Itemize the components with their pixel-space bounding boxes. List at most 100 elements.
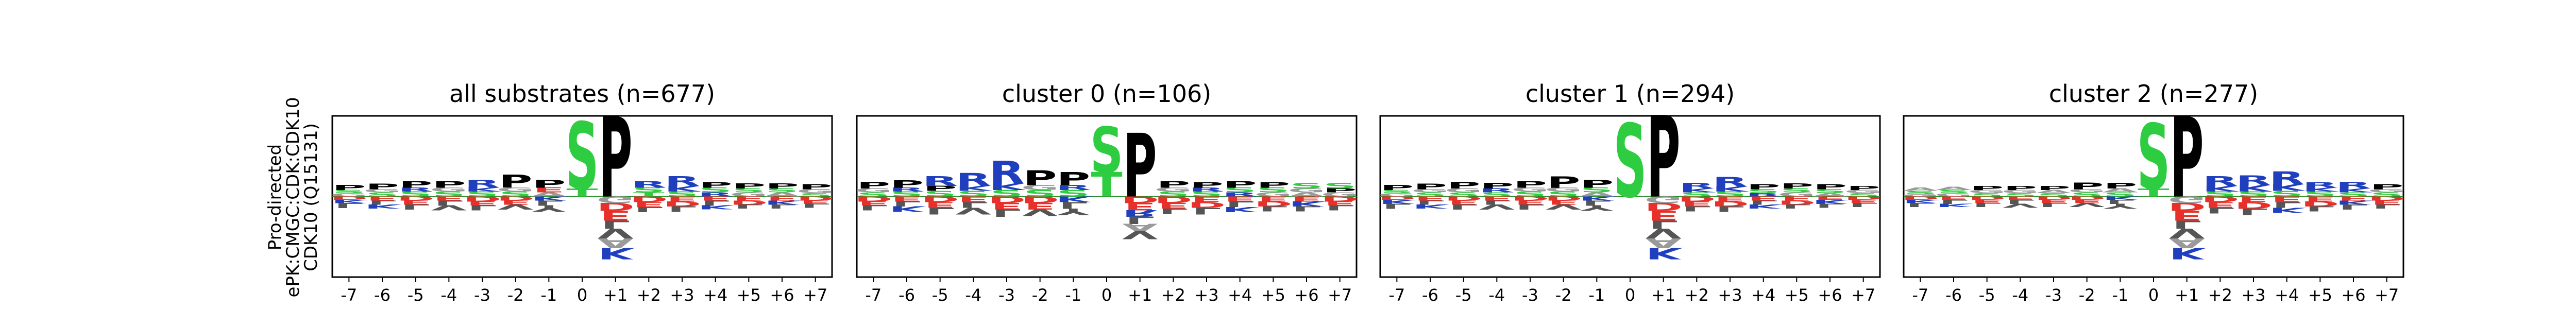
letter-G: G	[597, 194, 635, 204]
letter-L: L	[925, 205, 955, 216]
letter-S: S	[466, 191, 499, 198]
letter-L: L	[1906, 201, 1935, 208]
x-tick-label: -2	[1032, 285, 1048, 305]
letter-P: P	[1480, 181, 1514, 191]
letter-L: L	[1782, 203, 1811, 210]
letter-S: S	[2303, 191, 2337, 198]
letter-R: R	[2235, 173, 2271, 188]
letter-K: K	[1056, 195, 1093, 204]
letter-K: K	[1903, 199, 1940, 204]
letter-P: P	[1813, 183, 1847, 191]
letter-L: L	[1159, 207, 1188, 216]
letter-S: S	[1614, 103, 1647, 220]
letter-V: V	[1546, 203, 1582, 211]
letter-L: L	[1259, 204, 1288, 212]
letter-A: A	[2169, 235, 2205, 251]
letter-D: D	[2035, 195, 2073, 200]
letter-P: P	[2003, 185, 2037, 192]
letter-E: E	[2205, 200, 2236, 210]
x-tick-label: -2	[2079, 285, 2095, 305]
letter-S: S	[666, 191, 699, 198]
letter-E: E	[858, 200, 889, 207]
letter-S: S	[1223, 186, 1257, 194]
letter-G: G	[1968, 189, 2006, 194]
x-tick-label: -4	[965, 285, 981, 305]
x-tick-label: +4	[1751, 285, 1775, 305]
letter-E: E	[1024, 201, 1056, 211]
letter-L: L	[2106, 198, 2135, 205]
letter-L: L	[1582, 199, 1612, 207]
letter-D: D	[1154, 194, 1192, 204]
letter-D: D	[1901, 195, 1939, 200]
letter-D: D	[630, 195, 668, 204]
letter-R: R	[1712, 175, 1748, 190]
letter-S: S	[1514, 191, 1547, 198]
letter-P: P	[2070, 181, 2104, 192]
letter-K: K	[2169, 244, 2206, 262]
x-tick-label: -5	[1979, 285, 1995, 305]
letter-G: G	[1021, 184, 1059, 192]
letter-R: R	[1745, 193, 1781, 198]
letter-R: R	[1222, 192, 1258, 198]
letter-D: D	[1121, 194, 1159, 204]
letter-G: G	[497, 186, 535, 193]
x-tick-label: -5	[932, 285, 948, 305]
letter-L: L	[1192, 205, 1221, 216]
letter-L: L	[2206, 206, 2235, 215]
logo-panel-2: cluster 1 (n=294) -7 -6 -5 -4 -3 -2 -1 0 +1 +2 +3 +4…	[1378, 80, 1883, 305]
letter-K: K	[698, 204, 735, 211]
letter-L: L	[859, 203, 888, 211]
letter-S: S	[990, 188, 1024, 199]
letter-P: P	[1513, 179, 1547, 190]
letter-K: K	[956, 185, 993, 193]
x-tick-label: +5	[1785, 285, 1809, 305]
letter-R: R	[398, 186, 433, 193]
letter-P: P	[599, 94, 633, 222]
letter-D: D	[463, 195, 501, 202]
letter-L: L	[801, 202, 830, 209]
x-tick-label: +5	[1261, 285, 1285, 305]
letter-L: L	[2306, 204, 2335, 212]
letter-L: L	[367, 199, 397, 206]
letter-K: K	[2302, 186, 2340, 193]
letter-R: R	[956, 169, 991, 190]
row-label-line-1: Pro-directed	[265, 144, 285, 251]
letter-E: E	[600, 208, 631, 223]
letter-E: E	[1191, 195, 1222, 204]
letter-K: K	[1712, 185, 1750, 193]
letter-P: P	[923, 185, 957, 193]
letter-D: D	[330, 195, 368, 200]
letter-R: R	[1189, 186, 1224, 193]
x-tick-label: +3	[1194, 285, 1218, 305]
letter-R: R	[1122, 208, 1158, 218]
letter-S: S	[2337, 192, 2370, 198]
letter-S: S	[1023, 188, 1057, 199]
letter-E: E	[800, 199, 831, 204]
letter-Y: Y	[531, 203, 566, 213]
letter-E: E	[1514, 199, 1546, 206]
letter-L: L	[2239, 207, 2268, 217]
panel-title: cluster 1 (n=294)	[1526, 80, 1735, 108]
x-tick-label: -5	[1455, 285, 1472, 305]
letter-E: E	[1324, 200, 1355, 207]
letter-E: E	[2304, 195, 2336, 202]
letter-D: D	[1711, 200, 1749, 208]
letter-R: R	[889, 186, 924, 193]
letter-E: E	[1548, 199, 1579, 206]
letter-P: P	[332, 184, 366, 192]
x-tick-label: +1	[603, 285, 628, 305]
letter-L: L	[434, 199, 464, 207]
letter-A: A	[2036, 189, 2071, 194]
x-tick-label: +2	[1685, 285, 1709, 305]
letter-P: P	[2037, 185, 2071, 192]
letter-S: S	[2070, 192, 2104, 198]
letter-P: P	[399, 179, 433, 190]
letter-P: P	[532, 177, 566, 190]
letter-K: K	[989, 182, 1027, 192]
letter-V: V	[1646, 226, 1681, 241]
letter-G: G	[1545, 186, 1583, 193]
x-tick-label: +1	[1128, 285, 1152, 305]
letter-L: L	[767, 203, 796, 210]
letter-P: P	[1780, 182, 1814, 190]
letter-G: G	[2368, 188, 2406, 194]
